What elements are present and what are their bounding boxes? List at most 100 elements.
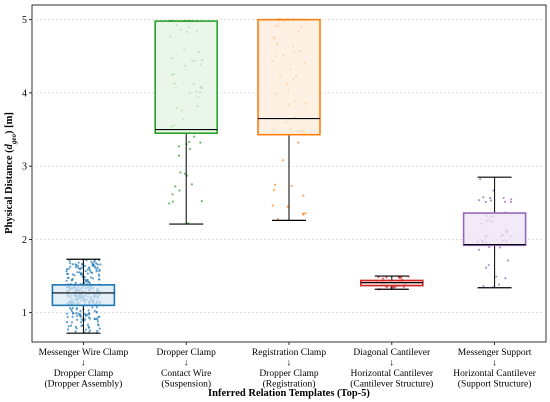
- data-point: [304, 211, 307, 215]
- x-category-label-line: Diagonal Cantilever: [353, 348, 431, 358]
- data-point: [70, 321, 74, 324]
- data-point: [90, 260, 93, 263]
- y-axis-ticks: 1 2 3 4 5: [22, 15, 32, 319]
- data-point: [290, 184, 293, 187]
- data-point: [84, 318, 87, 321]
- data-point: [71, 310, 74, 313]
- data-point: [503, 200, 507, 203]
- data-point: [171, 200, 174, 203]
- data-point: [71, 278, 74, 281]
- data-point: [97, 273, 100, 276]
- data-point: [86, 313, 89, 316]
- x-category-label-line: ↓: [81, 359, 86, 369]
- data-point: [86, 323, 90, 326]
- data-point: [482, 285, 485, 288]
- data-point: [488, 196, 492, 200]
- y-tick-label: 4: [22, 88, 27, 99]
- data-point: [171, 193, 174, 196]
- data-point: [495, 275, 498, 278]
- data-point: [86, 268, 89, 271]
- x-category-label-line: ↓: [184, 359, 189, 369]
- data-point: [65, 268, 68, 271]
- data-point: [77, 312, 80, 315]
- box-group: [154, 20, 218, 225]
- data-point: [65, 312, 69, 315]
- data-point: [302, 194, 305, 197]
- box-group: [257, 18, 321, 221]
- data-point: [72, 311, 75, 315]
- x-category-label-line: Horizontal Cantilever: [453, 369, 536, 379]
- data-point: [67, 276, 70, 279]
- y-tick-label: 1: [22, 308, 27, 319]
- data-point: [66, 315, 69, 319]
- x-category-label-line: (Dropper Assembly): [44, 379, 122, 390]
- data-point: [91, 264, 95, 267]
- data-point: [67, 325, 70, 328]
- data-point: [297, 141, 300, 144]
- x-category-label-line: (Registration): [263, 379, 316, 390]
- data-point: [199, 141, 202, 144]
- data-point: [98, 315, 101, 319]
- data-point: [273, 183, 277, 186]
- data-point: [482, 196, 485, 199]
- x-category-label-line: Dropper Clamp: [157, 348, 217, 358]
- data-point: [506, 259, 510, 262]
- y-axis-title-part-1: Physical Distance (: [4, 149, 15, 234]
- data-point: [65, 279, 68, 282]
- y-axis-title-var: d: [4, 143, 15, 149]
- data-point: [484, 266, 488, 269]
- data-point: [96, 263, 99, 266]
- data-point: [71, 263, 74, 266]
- data-point: [178, 189, 181, 192]
- x-category-label-line: Horizontal Cantilever: [351, 369, 434, 379]
- data-point: [509, 200, 513, 204]
- data-point: [492, 189, 495, 192]
- data-point: [174, 185, 177, 188]
- data-point: [479, 178, 482, 181]
- data-point: [79, 267, 82, 270]
- data-point: [77, 261, 80, 264]
- data-point: [75, 264, 78, 267]
- data-point: [79, 315, 82, 318]
- data-point: [183, 172, 187, 175]
- data-point: [95, 306, 98, 309]
- data-point: [88, 282, 92, 285]
- y-axis-title: Physical Distance (dgeo) [m]: [4, 112, 18, 234]
- y-axis-title-part-2: ) [m]: [4, 112, 15, 134]
- data-point: [80, 272, 83, 275]
- data-point: [95, 268, 98, 271]
- data-point: [69, 262, 72, 265]
- data-point: [71, 306, 74, 310]
- data-point: [502, 196, 505, 200]
- data-point: [97, 324, 100, 327]
- data-point: [75, 307, 78, 310]
- data-point: [75, 312, 78, 315]
- x-category-label-line: Registration Clamp: [252, 348, 326, 358]
- data-point: [86, 272, 89, 275]
- data-point: [74, 266, 78, 269]
- data-point: [281, 159, 285, 162]
- data-point: [65, 270, 68, 273]
- data-point: [193, 135, 196, 138]
- x-category-label-line: (Suspension): [161, 379, 211, 390]
- x-category-label-line: Messenger Support: [458, 348, 532, 358]
- data-point: [286, 205, 289, 208]
- data-point: [71, 273, 74, 276]
- x-axis-categories: Messenger Wire Clamp↓Dropper Clamp(Dropp…: [39, 342, 537, 390]
- data-point: [272, 188, 276, 192]
- x-axis-title: Inferred Relation Templates (Top-5): [208, 388, 370, 399]
- data-point: [498, 246, 502, 249]
- y-tick-label: 5: [22, 15, 27, 26]
- data-point: [76, 318, 79, 321]
- x-category-label-line: (Cantilever Structure): [350, 379, 433, 390]
- box-iqr: [462, 212, 527, 247]
- data-point: [84, 328, 87, 331]
- data-point: [88, 311, 91, 315]
- data-point: [397, 276, 401, 279]
- data-point: [87, 281, 90, 284]
- data-point: [94, 266, 97, 269]
- data-point: [76, 271, 79, 274]
- data-point: [200, 199, 203, 203]
- data-point: [74, 281, 77, 284]
- data-point: [91, 306, 94, 309]
